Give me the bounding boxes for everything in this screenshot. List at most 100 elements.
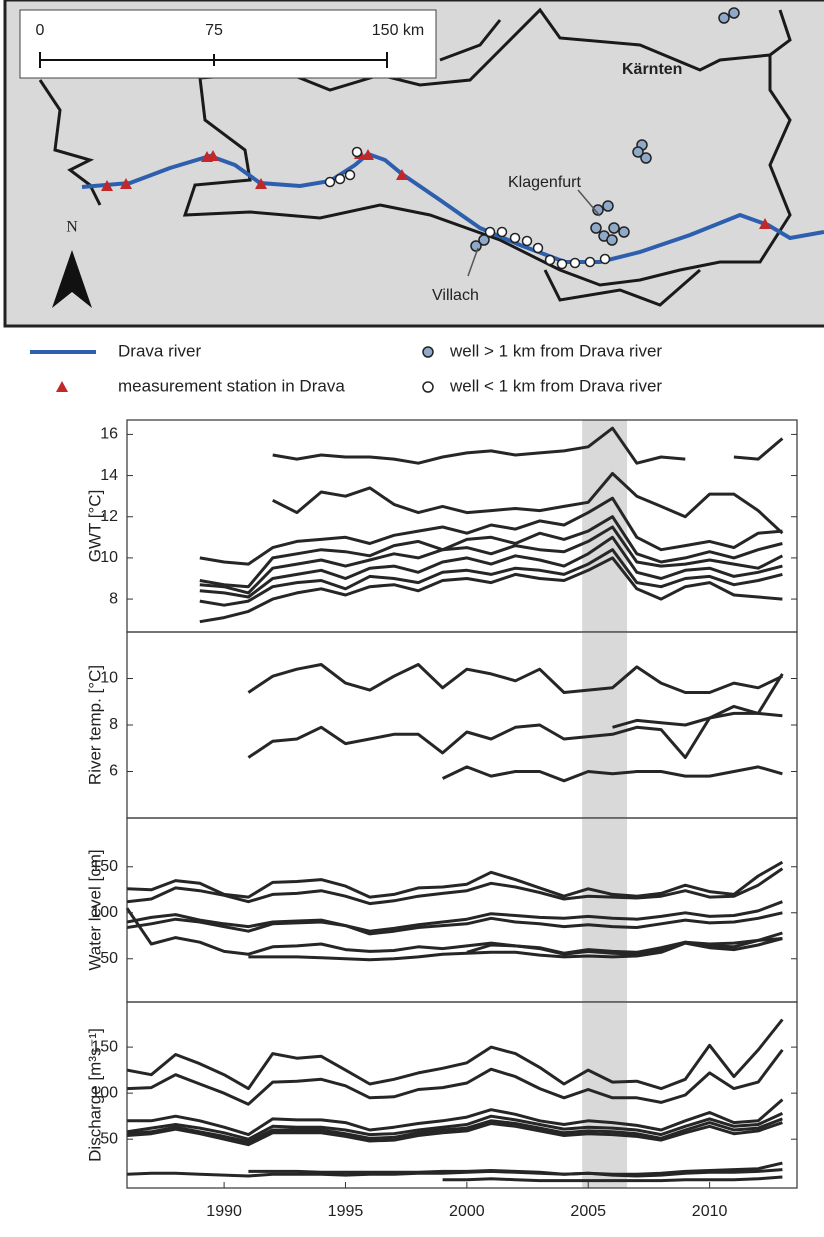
y-tick-label: 150 (91, 1038, 118, 1055)
station (362, 149, 374, 160)
data-line (248, 937, 783, 962)
y-tick-label: 12 (100, 508, 118, 525)
data-line (247, 663, 784, 694)
north-label: N (66, 219, 78, 236)
data-line (126, 911, 783, 936)
x-tick-label: 1990 (206, 1203, 242, 1220)
stations (101, 148, 771, 229)
well (640, 152, 652, 164)
data-line (247, 673, 784, 759)
y-tick-label: 150 (91, 858, 118, 875)
well (569, 257, 581, 269)
station (207, 150, 219, 161)
well (532, 242, 544, 254)
city-label: Klagenfurt (508, 174, 581, 191)
station (101, 180, 113, 191)
data-line (466, 931, 783, 956)
station (759, 218, 771, 229)
well (496, 226, 508, 238)
well (618, 226, 630, 238)
y-tick-label: 10 (100, 670, 118, 687)
region-label: Kärnten (622, 61, 682, 78)
data-line (126, 900, 783, 933)
well (602, 200, 614, 212)
city-label: Villach (432, 287, 479, 304)
well (544, 254, 556, 266)
well (478, 234, 490, 246)
legend: Drava river measurement station in Drava… (30, 341, 662, 395)
well (351, 146, 363, 158)
wells (324, 7, 740, 270)
data-line (272, 472, 784, 535)
map: Klagenfurt Villach Kärnten N 0 75 150 km (3, 0, 824, 328)
y-tick-label: 100 (91, 1084, 118, 1101)
well (718, 12, 730, 24)
data-line (126, 860, 784, 899)
border (439, 19, 502, 62)
legend-label: measurement station in Drava (118, 376, 345, 395)
scale-label: 75 (205, 22, 223, 39)
data-line (612, 711, 783, 729)
x-tick-label: 2005 (570, 1203, 606, 1220)
well (728, 7, 740, 19)
data-line (199, 548, 783, 607)
wells-far (470, 7, 740, 252)
legend-swatch (422, 346, 434, 358)
station (396, 169, 408, 180)
leader-line (467, 247, 479, 277)
station (120, 178, 132, 189)
y-tick-label: 14 (100, 467, 118, 484)
data-line (248, 1168, 783, 1178)
scale-label: 150 km (372, 22, 424, 39)
data-line (199, 515, 783, 589)
data-line (199, 535, 783, 599)
leader-line (577, 189, 601, 217)
well (608, 222, 620, 234)
data-line (442, 1175, 783, 1183)
y-axis-label: GWT [°C] (85, 490, 104, 563)
y-axis-label: River temp. [°C] (85, 665, 104, 785)
data-line (199, 556, 783, 624)
well (599, 253, 611, 265)
wells-near (324, 146, 611, 270)
y-tick-label: 100 (91, 904, 118, 921)
well (484, 226, 496, 238)
well (521, 235, 533, 247)
border (769, 9, 792, 57)
data-line (199, 525, 784, 595)
well (584, 256, 596, 268)
legend-label: well > 1 km from Drava river (449, 341, 662, 360)
panel-frame (126, 817, 798, 1003)
station (255, 178, 267, 189)
shaded-period (582, 818, 628, 1002)
well (509, 232, 521, 244)
data-line (126, 1048, 784, 1106)
well (324, 176, 336, 188)
scale-box (19, 9, 437, 79)
scale-bar (39, 52, 388, 68)
legend-swatch (422, 381, 434, 393)
data-line (126, 1121, 783, 1147)
y-tick-label: 16 (100, 426, 118, 443)
well (606, 234, 618, 246)
well (344, 169, 356, 181)
y-axis-label: Water level [cm] (85, 849, 104, 970)
y-axis-label: Discharge [m³s⁻¹] (85, 1028, 104, 1162)
region-border (182, 7, 792, 287)
data-line (441, 765, 783, 783)
north-arrow (52, 250, 92, 308)
well (334, 173, 346, 185)
well (632, 146, 644, 158)
x-tick-label: 1995 (328, 1203, 364, 1220)
well (556, 258, 568, 270)
legend-label: Drava river (118, 341, 201, 360)
y-tick-label: 8 (109, 716, 118, 733)
panel-frame (126, 419, 798, 633)
x-tick-label: 2000 (449, 1203, 485, 1220)
data-line (126, 1018, 784, 1091)
legend-swatch (56, 381, 68, 392)
data-line (126, 1117, 783, 1144)
y-tick-label: 6 (109, 763, 118, 780)
